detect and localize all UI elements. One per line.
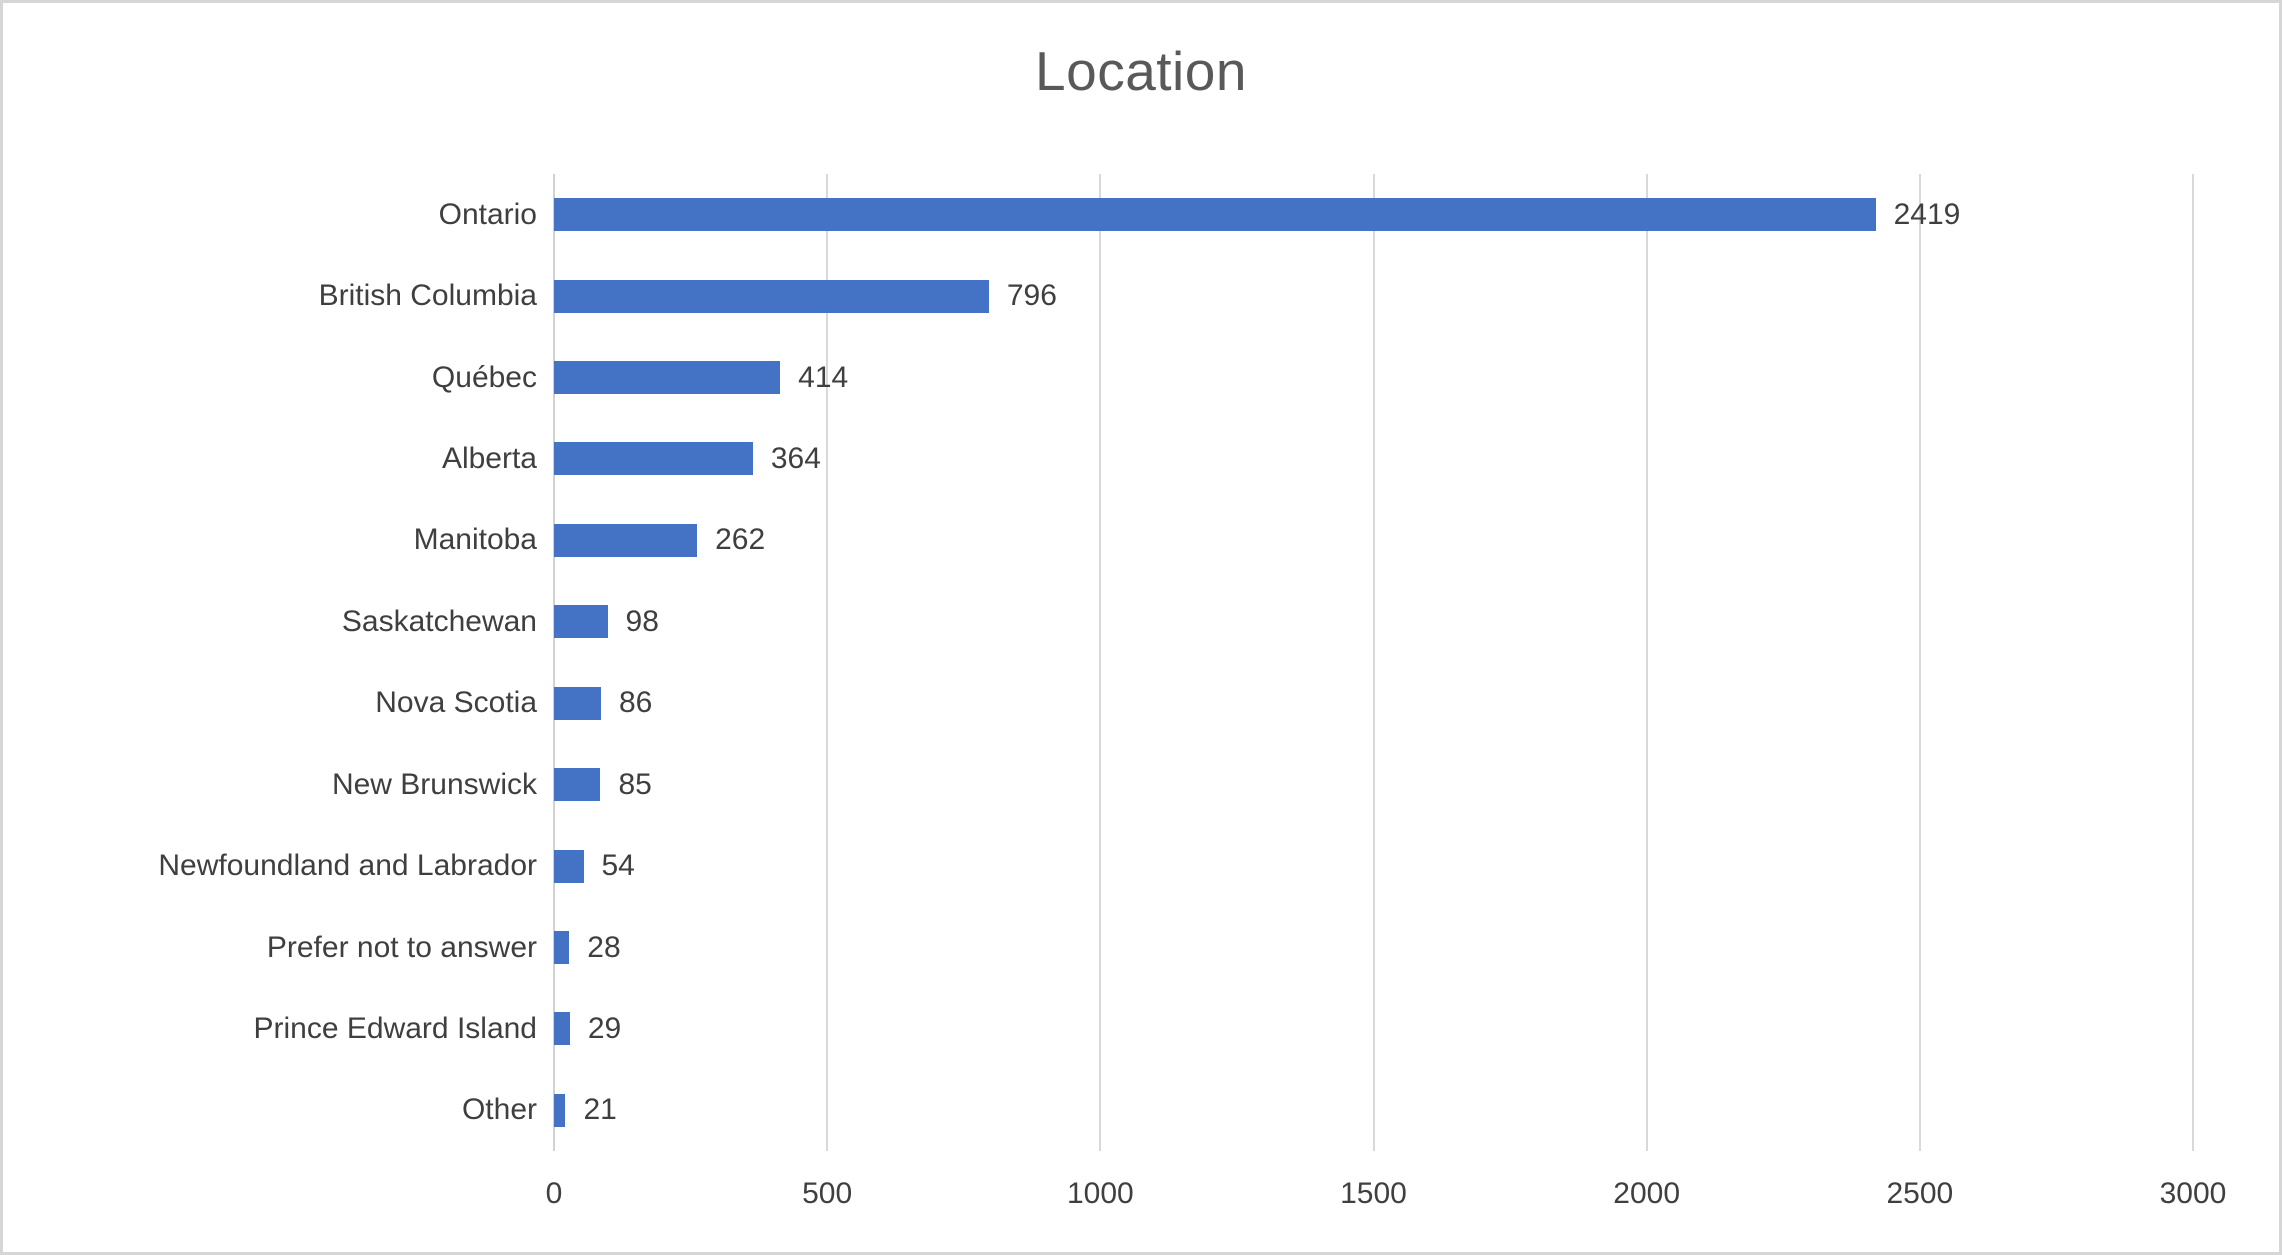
bar-track: 29 xyxy=(554,988,2193,1069)
value-label: 796 xyxy=(1006,279,1057,313)
category-label: Other xyxy=(461,1093,537,1127)
x-tick-label: 0 xyxy=(545,1177,563,1210)
value-label: 21 xyxy=(583,1093,617,1127)
chart-row: Other 21 xyxy=(3,1070,2279,1151)
bar-track: 262 xyxy=(554,500,2193,581)
chart-row: New Brunswick 85 xyxy=(3,744,2279,825)
x-tick-label: 500 xyxy=(802,1177,853,1210)
value-label: 29 xyxy=(587,1011,622,1045)
gridline xyxy=(826,174,829,1151)
category-label: Ontario xyxy=(438,197,537,231)
x-tick-label: 3000 xyxy=(2159,1177,2227,1210)
gridline xyxy=(1918,174,1921,1151)
bar xyxy=(554,768,601,802)
x-tick-label: 1500 xyxy=(1340,1177,1407,1210)
bar xyxy=(554,849,584,883)
category-label: Manitoba xyxy=(413,523,537,557)
chart-title: Location xyxy=(1035,40,1247,102)
bar-track: 54 xyxy=(554,825,2193,906)
value-label: 2419 xyxy=(1893,197,1961,231)
bar xyxy=(554,1012,570,1046)
chart-row: Prince Edward Island 29 xyxy=(3,988,2279,1069)
y-axis-line xyxy=(553,174,555,1151)
value-label: 414 xyxy=(798,360,849,394)
category-label: British Columbia xyxy=(318,279,537,313)
bar-rows: Ontario 2419 British Columbia 796 Québec 414 A… xyxy=(3,174,2279,1151)
bar-track: 86 xyxy=(554,663,2193,744)
chart-row: Newfoundland and Labrador 54 xyxy=(3,825,2279,906)
bar-track: 28 xyxy=(554,907,2193,988)
x-tick-label: 1000 xyxy=(1066,1177,1134,1210)
bar xyxy=(554,361,781,395)
category-label: Québec xyxy=(431,360,537,394)
category-label: Newfoundland and Labrador xyxy=(158,849,537,883)
bar-track: 414 xyxy=(554,337,2193,418)
chart-row: Québec 414 xyxy=(3,337,2279,418)
value-label: 85 xyxy=(618,767,652,801)
x-tick-label: 2000 xyxy=(1613,1177,1681,1210)
category-label: Saskatchewan xyxy=(341,604,537,638)
gridline xyxy=(1372,174,1375,1151)
bar xyxy=(554,605,608,639)
x-tick-label: 2500 xyxy=(1886,1177,1954,1210)
category-label: Alberta xyxy=(441,441,537,475)
bar-track: 364 xyxy=(554,418,2193,499)
chart-row: British Columbia 796 xyxy=(3,255,2279,336)
bar xyxy=(554,279,989,313)
category-label: New Brunswick xyxy=(331,767,537,801)
category-label: Prefer not to answer xyxy=(266,930,537,964)
chart-row: Nova Scotia 86 xyxy=(3,663,2279,744)
category-label: Nova Scotia xyxy=(375,686,537,720)
value-label: 364 xyxy=(770,441,821,475)
bar xyxy=(554,523,698,557)
plot-area xyxy=(553,174,2194,1151)
value-label: 98 xyxy=(625,604,659,638)
bar xyxy=(554,198,1876,232)
value-label: 54 xyxy=(601,849,635,883)
bar xyxy=(554,1093,566,1127)
chart-row: Prefer not to answer 28 xyxy=(3,907,2279,988)
bar-track: 21 xyxy=(554,1070,2193,1151)
x-axis-ticks: 0 500 1000 1500 2000 2500 3000 xyxy=(546,1171,2227,1217)
chart-row: Saskatchewan 98 xyxy=(3,581,2279,662)
bar xyxy=(554,442,753,476)
chart-row: Ontario 2419 xyxy=(3,174,2279,255)
gridline xyxy=(2192,174,2194,1151)
gridline xyxy=(1645,174,1648,1151)
gridline xyxy=(1099,174,1102,1151)
bar-track: 2419 xyxy=(554,174,2193,255)
chart-row: Manitoba 262 xyxy=(3,500,2279,581)
category-label: Prince Edward Island xyxy=(253,1011,537,1045)
value-label: 262 xyxy=(715,523,766,557)
value-label: 28 xyxy=(587,930,621,964)
value-label: 86 xyxy=(618,686,653,720)
bar-track: 796 xyxy=(554,255,2193,336)
chart-row: Alberta 364 xyxy=(3,418,2279,499)
bar-track: 85 xyxy=(554,744,2193,825)
bar xyxy=(554,686,601,720)
bar-track: 98 xyxy=(554,581,2193,662)
bar xyxy=(554,931,570,964)
